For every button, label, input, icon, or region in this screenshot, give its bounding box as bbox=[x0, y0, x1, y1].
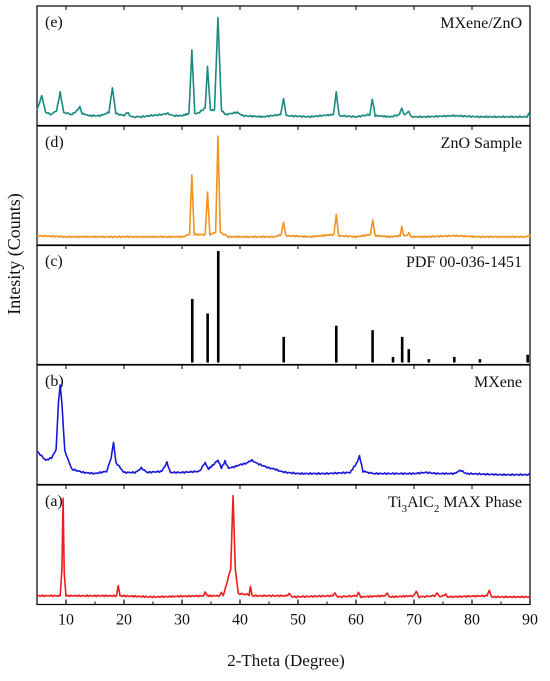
panel-label-part: Ti bbox=[388, 494, 402, 511]
panel-e: (e) MXene/ZnO bbox=[36, 5, 531, 127]
series-line-b bbox=[36, 384, 531, 477]
x-axis: 10 20 30 40 50 60 70 80 90 bbox=[58, 599, 538, 629]
panel-letter-e: (e) bbox=[45, 14, 63, 31]
panel-label-part: MAX Phase bbox=[439, 494, 522, 511]
x-tick-label-90: 90 bbox=[522, 612, 538, 629]
panel-label-part: 2 bbox=[434, 503, 440, 515]
panel-label-e: MXene/ZnO bbox=[440, 15, 522, 32]
series-line-e bbox=[36, 16, 531, 119]
stacked-panels: (e) MXene/ZnO (d) ZnO Sample (c) PDF 00-036-1… bbox=[36, 5, 531, 606]
panel-letter-b: (b) bbox=[45, 373, 64, 390]
panel-letter-d: (d) bbox=[45, 134, 64, 151]
x-tick-label-80: 80 bbox=[464, 612, 480, 629]
x-tick-label-20: 20 bbox=[116, 612, 132, 629]
panel-label-part: 3 bbox=[402, 503, 408, 515]
panel-letter-a: (a) bbox=[45, 493, 63, 510]
panel-letter-c: (c) bbox=[45, 253, 63, 270]
panel-d: (d) ZnO Sample bbox=[36, 125, 531, 247]
x-tick-label-50: 50 bbox=[290, 612, 306, 629]
panel-frame-b bbox=[36, 364, 531, 486]
panel-c: (c) PDF 00-036-1451 bbox=[36, 244, 531, 366]
y-axis-label: Intesity (Counts) bbox=[4, 193, 25, 315]
panel-frame-a bbox=[36, 484, 531, 606]
panel-label-d: ZnO Sample bbox=[441, 135, 522, 152]
panel-b: (b) MXene bbox=[36, 364, 531, 486]
series-line-a bbox=[36, 494, 531, 599]
x-tick-label-40: 40 bbox=[232, 612, 248, 629]
panel-label-a: Ti3AlC2 MAX Phase bbox=[388, 494, 522, 515]
x-tick-label-70: 70 bbox=[406, 612, 422, 629]
panel-a: (a) Ti3AlC2 MAX Phase bbox=[36, 484, 531, 606]
x-tick-label-10: 10 bbox=[58, 612, 74, 629]
x-tick-label-30: 30 bbox=[174, 612, 190, 629]
panel-label-c: PDF 00-036-1451 bbox=[406, 254, 522, 271]
x-tick-label-60: 60 bbox=[348, 612, 364, 629]
panel-label-part: AlC bbox=[407, 494, 434, 511]
x-axis-label: 2-Theta (Degree) bbox=[227, 651, 345, 670]
panel-label-b: MXene bbox=[474, 374, 522, 391]
series-line-d bbox=[36, 135, 531, 239]
